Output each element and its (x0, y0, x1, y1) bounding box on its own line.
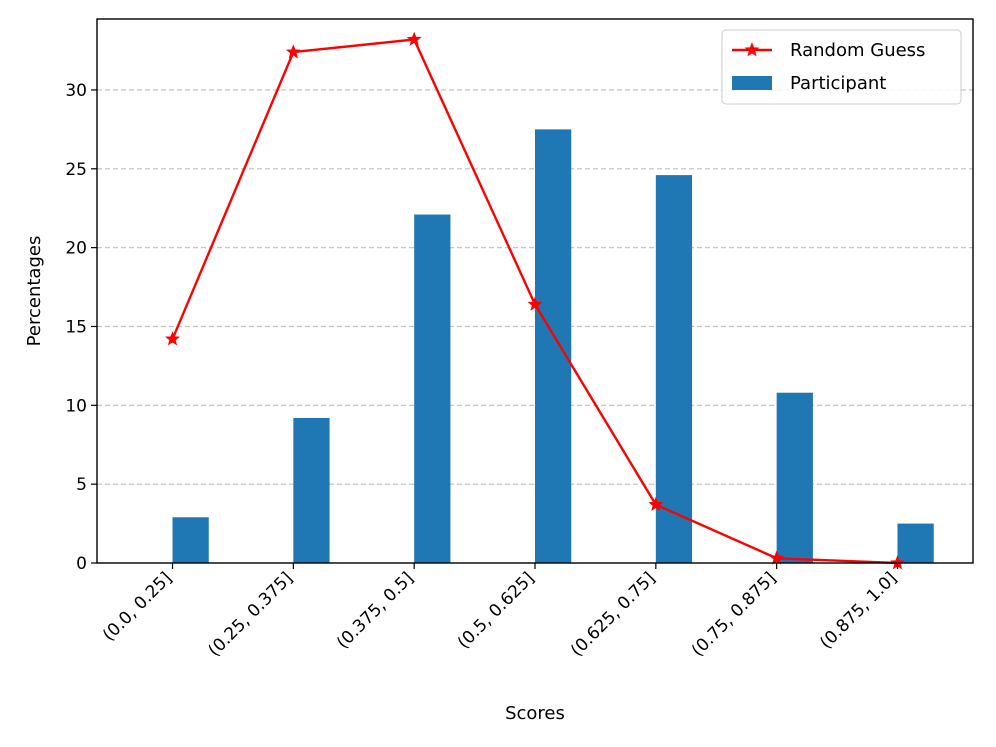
legend-box (721, 29, 962, 105)
line-point (406, 31, 422, 46)
y-axis-title: Percentages (24, 236, 45, 347)
x-tick-label: (0.875, 1.0] (816, 568, 901, 653)
line-point (165, 331, 180, 346)
bar (897, 523, 934, 563)
x-axis-title: Scores (505, 703, 565, 724)
y-tick-label: 5 (76, 475, 87, 495)
x-tick-label: (0.25, 0.375] (205, 568, 297, 660)
bar (535, 129, 572, 563)
legend: Random Guess Participant (721, 29, 962, 105)
line-point (527, 296, 543, 311)
bar (172, 517, 209, 563)
y-tick-label: 30 (65, 81, 87, 101)
y-tick-label: 15 (65, 317, 87, 337)
x-axis: (0.0, 0.25] (0.25, 0.375] (0.375, 0.5] (0.5… (99, 563, 901, 661)
legend-bar-swatch (732, 76, 772, 90)
x-tick-label: (0.0, 0.25] (99, 568, 176, 645)
x-tick-label: (0.375, 0.5] (333, 568, 418, 653)
y-tick-label: 10 (65, 396, 87, 416)
bar (414, 214, 451, 563)
x-tick-label: (0.5, 0.625] (454, 568, 539, 653)
legend-label: Participant (790, 73, 886, 94)
line-point (285, 44, 301, 59)
y-tick-label: 0 (76, 554, 87, 574)
x-tick-label: (0.75, 0.875] (688, 568, 780, 660)
y-tick-label: 20 (65, 239, 87, 259)
legend-label: Random Guess (790, 40, 925, 61)
x-tick-label: (0.625, 0.75] (567, 568, 659, 660)
line-point (648, 496, 664, 511)
bar (776, 392, 813, 563)
legend-star-marker (744, 42, 760, 57)
bar (655, 175, 693, 563)
bar-series (172, 129, 934, 563)
bar (293, 417, 330, 563)
y-axis: 0 5 10 15 20 25 30 (65, 81, 97, 574)
line-point (769, 550, 785, 565)
y-tick-label: 25 (65, 160, 87, 180)
